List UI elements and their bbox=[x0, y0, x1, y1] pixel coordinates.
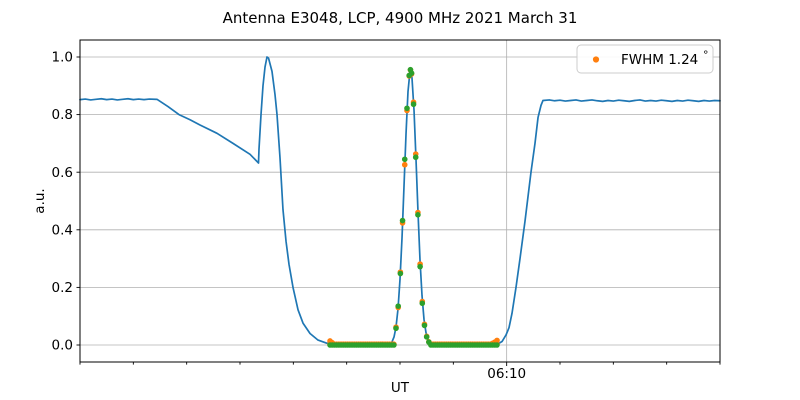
y-tick-label: 0.2 bbox=[52, 280, 73, 296]
y-tick-label: 1.0 bbox=[52, 50, 73, 66]
axis-ticks: 0.0 0.2 0.4 0.6 0.8 1.0 bbox=[52, 50, 721, 366]
axes-frame bbox=[79, 39, 721, 363]
data-dots-group bbox=[327, 66, 500, 348]
x-tick-label-0610: 06:10 bbox=[487, 366, 526, 382]
y-axis-label: a.u. bbox=[32, 188, 48, 213]
y-tick-label: 0.4 bbox=[52, 222, 73, 238]
signal-line bbox=[79, 56, 721, 346]
grid-lines bbox=[80, 40, 720, 362]
legend-marker-dot bbox=[592, 56, 600, 63]
legend-label: FWHM 1.24 bbox=[621, 52, 698, 68]
legend-degree-symbol: ° bbox=[703, 49, 709, 62]
y-tick-label: 0.0 bbox=[52, 338, 73, 354]
y-tick-label: 0.6 bbox=[52, 165, 73, 181]
x-axis-label: UT bbox=[391, 380, 410, 396]
chart-title: Antenna E3048, LCP, 4900 MHz 2021 March … bbox=[223, 9, 578, 27]
legend: FWHM 1.24 ° bbox=[576, 44, 714, 74]
legend-box bbox=[576, 44, 714, 74]
y-tick-label: 0.8 bbox=[52, 107, 73, 123]
